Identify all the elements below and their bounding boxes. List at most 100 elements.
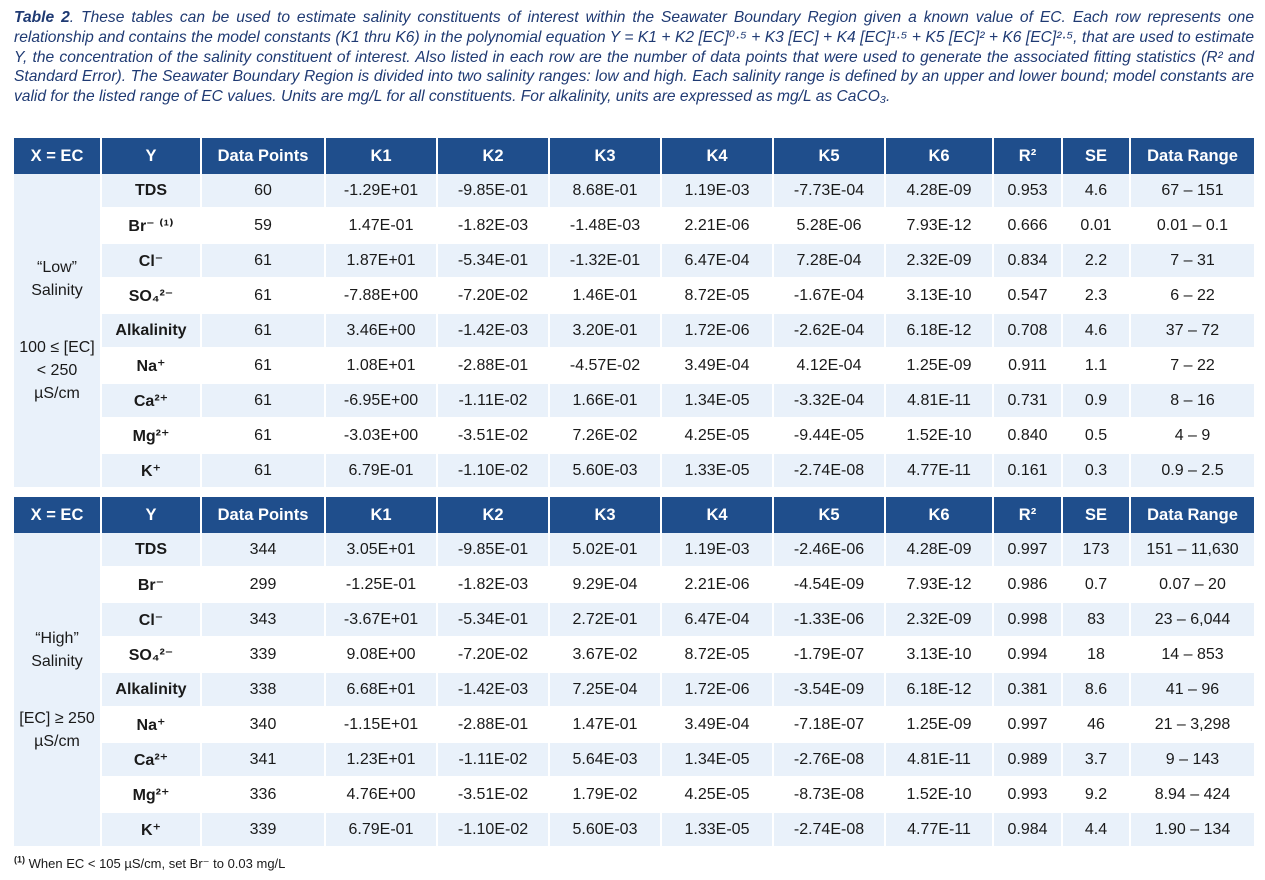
footnote: (1) When EC < 105 µS/cm, set Br⁻ to 0.03… xyxy=(14,855,285,872)
data-points-cell: 61 xyxy=(202,314,326,349)
table-caption: Table 2. These tables can be used to est… xyxy=(14,8,1254,107)
k2-cell: -1.42E-03 xyxy=(438,673,550,708)
k3-cell: -1.48E-03 xyxy=(550,209,662,244)
k1-cell: 1.08E+01 xyxy=(326,349,438,384)
k5-cell: -3.32E-04 xyxy=(774,384,886,419)
k6-cell: 2.32E-09 xyxy=(886,603,994,638)
data-points-cell: 61 xyxy=(202,384,326,419)
col-header-data-points: Data Points xyxy=(202,497,326,533)
caption-text: . These tables can be used to estimate s… xyxy=(14,9,1254,106)
table-row: Cl⁻ 61 1.87E+01 -5.34E-01 -1.32E-01 6.47E-04 7… xyxy=(14,244,1254,279)
k6-cell: 4.81E-11 xyxy=(886,384,994,419)
table-row: Alkalinity 61 3.46E+00 -1.42E-03 3.20E-01 1.7… xyxy=(14,314,1254,349)
k3-cell: 1.79E-02 xyxy=(550,778,662,813)
data-points-cell: 344 xyxy=(202,533,326,568)
k5-cell: 5.28E-06 xyxy=(774,209,886,244)
table-row: Ca²⁺ 61 -6.95E+00 -1.11E-02 1.66E-01 1.34E-05… xyxy=(14,384,1254,419)
k6-cell: 3.13E-10 xyxy=(886,638,994,673)
col-header-x: X = EC xyxy=(14,497,102,533)
k6-cell: 1.52E-10 xyxy=(886,778,994,813)
data-range-cell: 151 – 11,630 xyxy=(1131,533,1254,568)
data-points-cell: 299 xyxy=(202,568,326,603)
r2-cell: 0.381 xyxy=(994,673,1063,708)
col-header-data-points: Data Points xyxy=(202,138,326,174)
k3-cell: 1.46E-01 xyxy=(550,279,662,314)
constituent-cell: K⁺ xyxy=(102,454,202,489)
k2-cell: -7.20E-02 xyxy=(438,279,550,314)
r2-cell: 0.984 xyxy=(994,813,1063,848)
k1-cell: 6.79E-01 xyxy=(326,454,438,489)
col-header-k6: K6 xyxy=(886,497,994,533)
table-row: K⁺ 339 6.79E-01 -1.10E-02 5.60E-03 1.33E-05 -2… xyxy=(14,813,1254,848)
col-header-r2: R² xyxy=(994,497,1063,533)
caption-label: Table 2 xyxy=(14,9,70,26)
k3-cell: 9.29E-04 xyxy=(550,568,662,603)
k3-cell: -1.32E-01 xyxy=(550,244,662,279)
data-points-cell: 343 xyxy=(202,603,326,638)
k4-cell: 4.25E-05 xyxy=(662,778,774,813)
k1-cell: 1.87E+01 xyxy=(326,244,438,279)
k2-cell: -1.10E-02 xyxy=(438,454,550,489)
se-cell: 0.3 xyxy=(1063,454,1131,489)
col-header-k4: K4 xyxy=(662,138,774,174)
constituent-cell: Na⁺ xyxy=(102,708,202,743)
k4-cell: 1.33E-05 xyxy=(662,813,774,848)
k4-cell: 1.33E-05 xyxy=(662,454,774,489)
k1-cell: -1.29E+01 xyxy=(326,174,438,209)
col-header-k1: K1 xyxy=(326,497,438,533)
se-cell: 173 xyxy=(1063,533,1131,568)
constituent-cell: Cl⁻ xyxy=(102,244,202,279)
k2-cell: -1.11E-02 xyxy=(438,384,550,419)
k2-cell: -1.82E-03 xyxy=(438,568,550,603)
k1-cell: -7.88E+00 xyxy=(326,279,438,314)
k1-cell: 1.23E+01 xyxy=(326,743,438,778)
salinity-group-label: “High” Salinity [EC] ≥ 250 µS/cm xyxy=(14,533,102,848)
k3-cell: 3.67E-02 xyxy=(550,638,662,673)
k6-cell: 2.32E-09 xyxy=(886,244,994,279)
table-row: Br⁻ 299 -1.25E-01 -1.82E-03 9.29E-04 2.21E-06… xyxy=(14,568,1254,603)
table-row: Na⁺ 340 -1.15E+01 -2.88E-01 1.47E-01 3.49E-04… xyxy=(14,708,1254,743)
k1-cell: 3.46E+00 xyxy=(326,314,438,349)
k5-cell: -4.54E-09 xyxy=(774,568,886,603)
col-header-se: SE xyxy=(1063,138,1131,174)
k6-cell: 6.18E-12 xyxy=(886,673,994,708)
constituent-cell: Na⁺ xyxy=(102,349,202,384)
data-points-cell: 60 xyxy=(202,174,326,209)
col-header-se: SE xyxy=(1063,497,1131,533)
col-header-y: Y xyxy=(102,138,202,174)
col-header-k1: K1 xyxy=(326,138,438,174)
k6-cell: 4.77E-11 xyxy=(886,813,994,848)
k6-cell: 4.77E-11 xyxy=(886,454,994,489)
k1-cell: -3.03E+00 xyxy=(326,419,438,454)
se-cell: 1.1 xyxy=(1063,349,1131,384)
k4-cell: 1.19E-03 xyxy=(662,533,774,568)
k5-cell: -2.74E-08 xyxy=(774,813,886,848)
r2-cell: 0.998 xyxy=(994,603,1063,638)
k1-cell: 6.68E+01 xyxy=(326,673,438,708)
k4-cell: 8.72E-05 xyxy=(662,279,774,314)
k4-cell: 1.72E-06 xyxy=(662,314,774,349)
data-points-cell: 61 xyxy=(202,349,326,384)
k2-cell: -1.10E-02 xyxy=(438,813,550,848)
k2-cell: -9.85E-01 xyxy=(438,174,550,209)
se-cell: 46 xyxy=(1063,708,1131,743)
constituent-cell: Mg²⁺ xyxy=(102,419,202,454)
constituent-cell: TDS xyxy=(102,533,202,568)
data-points-cell: 61 xyxy=(202,419,326,454)
k3-cell: 1.66E-01 xyxy=(550,384,662,419)
data-points-cell: 61 xyxy=(202,454,326,489)
se-cell: 0.7 xyxy=(1063,568,1131,603)
k5-cell: -1.67E-04 xyxy=(774,279,886,314)
constituent-cell: Mg²⁺ xyxy=(102,778,202,813)
constituent-cell: Ca²⁺ xyxy=(102,743,202,778)
salinity-group-name: “Low” Salinity xyxy=(31,259,83,299)
k2-cell: -3.51E-02 xyxy=(438,778,550,813)
k5-cell: -1.33E-06 xyxy=(774,603,886,638)
se-cell: 0.9 xyxy=(1063,384,1131,419)
r2-cell: 0.993 xyxy=(994,778,1063,813)
k3-cell: 5.64E-03 xyxy=(550,743,662,778)
constituent-cell: SO₄²⁻ xyxy=(102,638,202,673)
r2-cell: 0.911 xyxy=(994,349,1063,384)
k1-cell: -3.67E+01 xyxy=(326,603,438,638)
k3-cell: 2.72E-01 xyxy=(550,603,662,638)
